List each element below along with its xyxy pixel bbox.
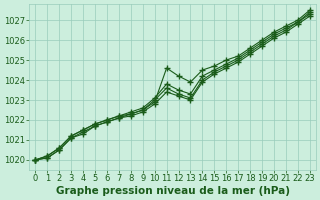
X-axis label: Graphe pression niveau de la mer (hPa): Graphe pression niveau de la mer (hPa): [56, 186, 290, 196]
